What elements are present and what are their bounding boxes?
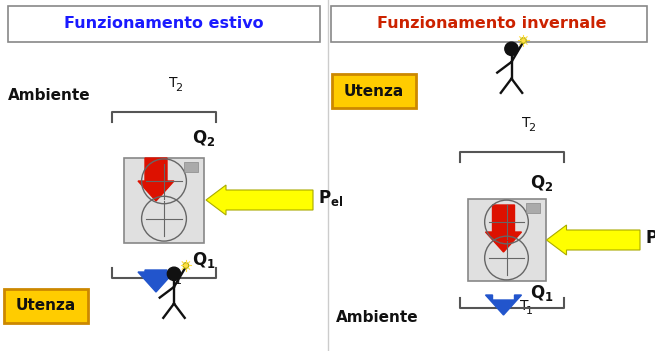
Text: $\mathbf{Q_2}$: $\mathbf{Q_2}$ [192, 128, 215, 148]
FancyArrow shape [138, 158, 174, 201]
Text: 1: 1 [526, 306, 533, 316]
Text: T: T [169, 269, 178, 283]
Text: Ambiente: Ambiente [8, 87, 90, 102]
Text: Ambiente: Ambiente [336, 311, 419, 325]
Text: $\mathbf{P_{el}}$: $\mathbf{P_{el}}$ [645, 228, 655, 248]
Text: $\mathbf{Q_2}$: $\mathbf{Q_2}$ [529, 173, 553, 193]
FancyArrow shape [485, 205, 521, 252]
Text: Utenza: Utenza [344, 84, 404, 99]
Text: $\mathbf{Q_1}$: $\mathbf{Q_1}$ [192, 250, 215, 270]
Circle shape [167, 267, 181, 280]
FancyBboxPatch shape [8, 6, 320, 42]
FancyBboxPatch shape [331, 6, 647, 42]
Bar [184, 161, 198, 172]
Circle shape [183, 263, 189, 269]
FancyArrow shape [206, 185, 313, 215]
Circle shape [521, 38, 526, 43]
Circle shape [505, 42, 518, 55]
Text: T: T [521, 116, 530, 130]
Text: T: T [519, 299, 528, 313]
Text: Funzionamento estivo: Funzionamento estivo [64, 16, 264, 32]
Text: T: T [169, 76, 178, 90]
Text: 2: 2 [528, 123, 535, 133]
FancyArrow shape [546, 225, 640, 255]
Bar [468, 199, 546, 281]
Bar [124, 158, 204, 243]
FancyBboxPatch shape [332, 74, 416, 108]
FancyBboxPatch shape [4, 289, 88, 323]
Text: $\mathbf{Q_1}$: $\mathbf{Q_1}$ [529, 283, 553, 303]
Text: Utenza: Utenza [16, 298, 76, 313]
FancyArrow shape [138, 270, 174, 292]
FancyArrow shape [485, 295, 521, 315]
Text: $\mathbf{P_{el}}$: $\mathbf{P_{el}}$ [318, 188, 343, 208]
Bar [526, 203, 540, 213]
Text: 2: 2 [175, 83, 182, 93]
Text: 1: 1 [175, 276, 182, 286]
Text: Funzionamento invernale: Funzionamento invernale [377, 16, 607, 32]
